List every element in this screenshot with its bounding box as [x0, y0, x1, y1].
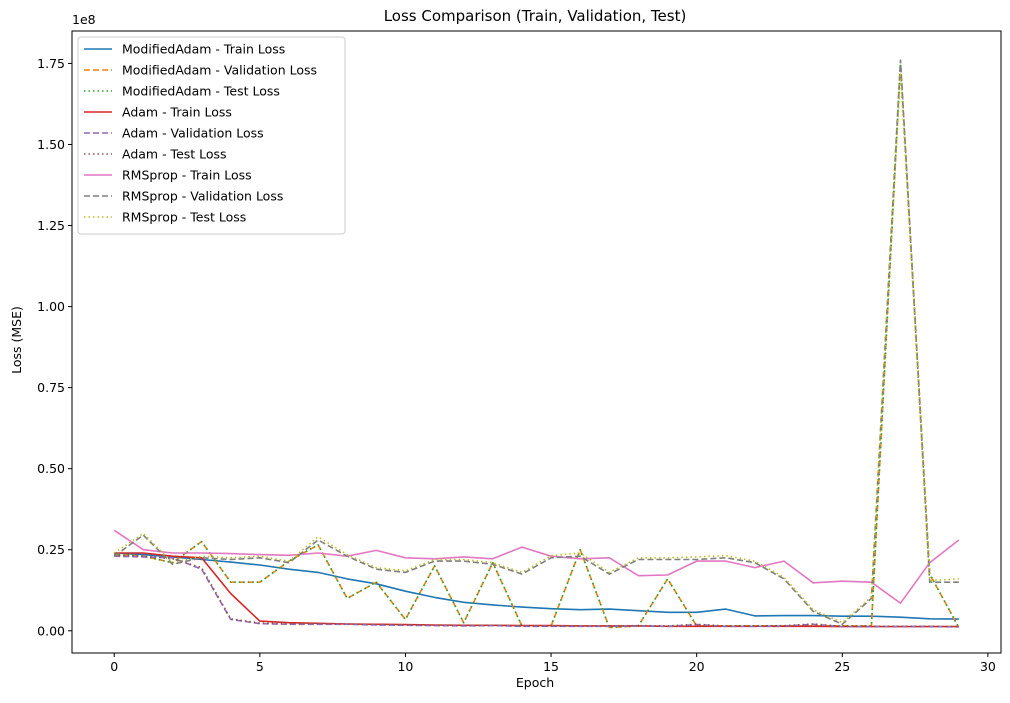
plot-frame: [71, 30, 1002, 654]
y-tick-label: 1.25: [37, 218, 65, 233]
legend-label: RMSprop - Train Loss: [122, 168, 252, 183]
x-tick-label: 20: [689, 659, 705, 674]
plot-lines: [113, 59, 960, 629]
series-line-7: [113, 59, 959, 626]
series-line-5: [114, 554, 959, 628]
legend-box: [77, 36, 346, 235]
legend-label: Adam - Test Loss: [122, 147, 227, 162]
legend-label: Adam - Train Loss: [122, 105, 232, 120]
legend-label: RMSprop - Validation Loss: [122, 189, 283, 204]
x-tick-label: 25: [834, 659, 850, 674]
y-tick-label: 0.50: [37, 461, 65, 476]
legend-label: ModifiedAdam - Train Loss: [122, 42, 285, 57]
y-tick-label: 1.50: [37, 137, 65, 152]
y-tick-label: 1.00: [37, 299, 65, 314]
legend-label: ModifiedAdam - Validation Loss: [122, 63, 317, 78]
series-line-6: [113, 529, 960, 605]
x-tick-label: 15: [543, 659, 559, 674]
y-tick-label: 0.00: [37, 623, 65, 638]
legend-label: Adam - Validation Loss: [122, 126, 264, 141]
x-tick-label: 30: [980, 659, 996, 674]
legend: ModifiedAdam - Train Loss ModifiedAdam - …: [77, 36, 346, 235]
y-tick-label: 1.75: [37, 56, 65, 71]
y-axis-ticks: 0.00 0.25 0.50 0.75 1.00 1.25 1.50 1.75: [37, 56, 72, 638]
legend-label: ModifiedAdam - Test Loss: [122, 84, 280, 99]
x-axis-label: Epoch: [516, 675, 554, 690]
series-line-8: [113, 72, 959, 624]
chart-title: Loss Comparison (Train, Validation, Test…: [384, 7, 687, 25]
y-tick-label: 0.25: [37, 542, 65, 557]
x-tick-label: 0: [110, 659, 118, 674]
x-tick-label: 5: [256, 659, 264, 674]
y-tick-label: 0.75: [37, 380, 65, 395]
legend-label: RMSprop - Test Loss: [122, 210, 246, 225]
series-line-0: [114, 552, 959, 620]
x-tick-label: 10: [397, 659, 413, 674]
x-axis-ticks: 0 5 10 15 20 25 30: [110, 653, 996, 674]
y-axis-label: Loss (MSE): [9, 306, 24, 374]
y-scale-label: 1e8: [72, 12, 96, 27]
